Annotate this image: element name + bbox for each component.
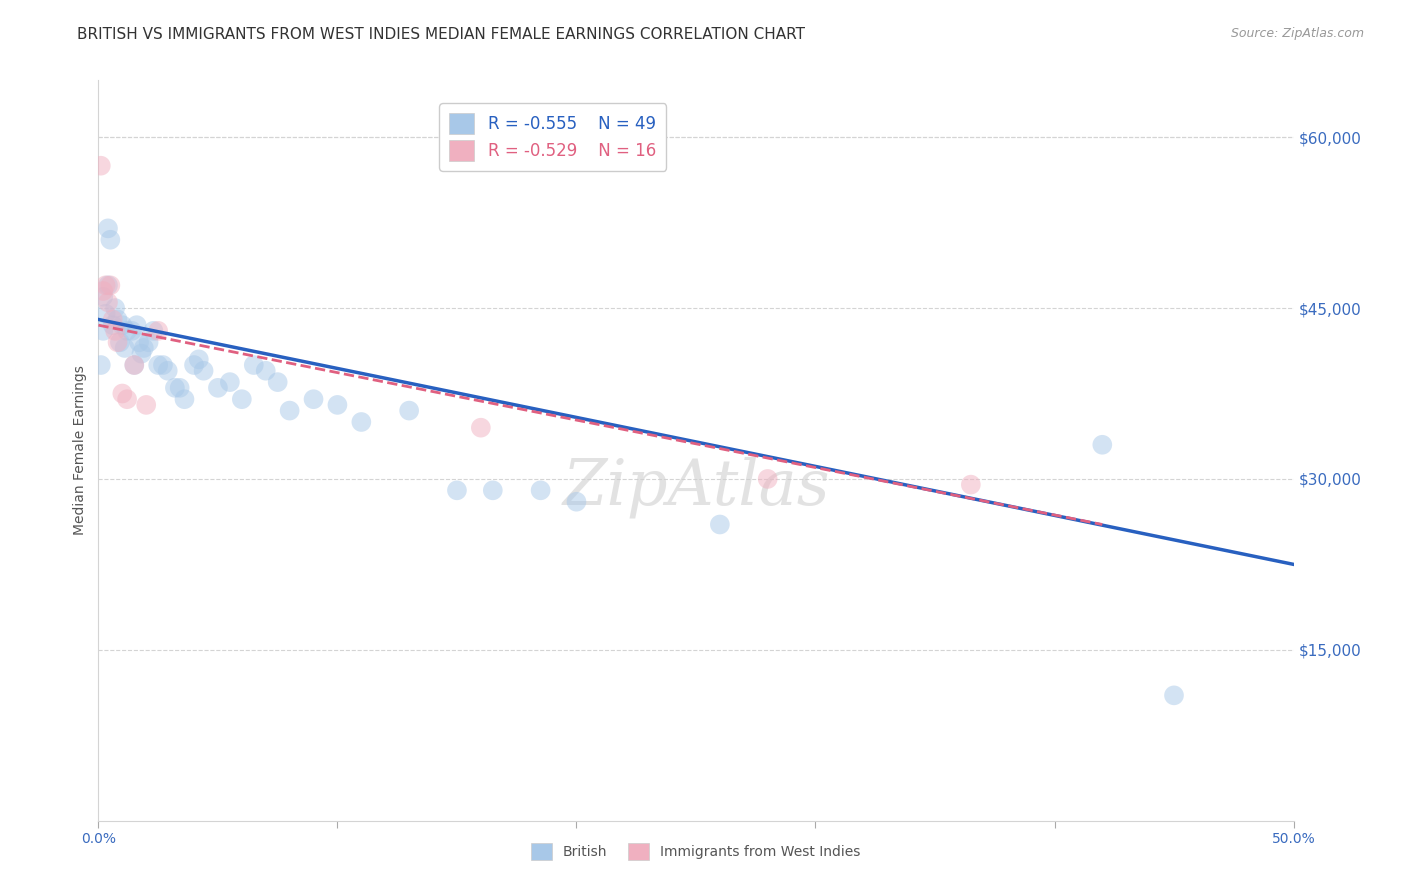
Point: [278, 403, 301, 417]
Point: [187, 352, 209, 367]
Point: [326, 398, 349, 412]
Point: [124, 358, 146, 372]
Point: [94, 307, 117, 321]
Point: [104, 324, 127, 338]
Point: [1163, 689, 1185, 703]
Point: [128, 335, 150, 350]
Text: BRITISH VS IMMIGRANTS FROM WEST INDIES MEDIAN FEMALE EARNINGS CORRELATION CHART: BRITISH VS IMMIGRANTS FROM WEST INDIES M…: [77, 27, 806, 42]
Point: [114, 341, 136, 355]
Point: [101, 318, 124, 333]
Point: [481, 483, 505, 498]
Point: [350, 415, 373, 429]
Point: [530, 483, 553, 498]
Point: [960, 477, 983, 491]
Point: [91, 284, 114, 298]
Point: [267, 375, 290, 389]
Point: [97, 278, 120, 293]
Point: [148, 324, 170, 338]
Point: [90, 358, 112, 372]
Point: [101, 312, 124, 326]
Point: [111, 318, 134, 333]
Point: [108, 335, 131, 350]
Point: [121, 324, 143, 338]
Point: [1091, 438, 1114, 452]
Point: [115, 392, 138, 407]
Point: [91, 290, 114, 304]
Point: [173, 392, 195, 407]
Point: [219, 375, 242, 389]
Text: ZipAtlas: ZipAtlas: [562, 457, 830, 518]
Point: [124, 358, 146, 372]
Point: [131, 346, 153, 360]
Point: [94, 278, 117, 293]
Point: [254, 364, 277, 378]
Point: [152, 358, 174, 372]
Point: [107, 335, 129, 350]
Point: [398, 403, 420, 417]
Point: [125, 318, 148, 333]
Legend: British, Immigrants from West Indies: British, Immigrants from West Indies: [526, 838, 866, 865]
Text: Source: ZipAtlas.com: Source: ZipAtlas.com: [1230, 27, 1364, 40]
Y-axis label: Median Female Earnings: Median Female Earnings: [73, 366, 87, 535]
Point: [91, 324, 114, 338]
Point: [193, 364, 215, 378]
Point: [107, 312, 129, 326]
Point: [148, 358, 170, 372]
Point: [135, 398, 157, 412]
Point: [142, 324, 165, 338]
Point: [98, 278, 122, 293]
Point: [446, 483, 468, 498]
Point: [138, 335, 160, 350]
Point: [169, 381, 191, 395]
Point: [709, 517, 731, 532]
Point: [243, 358, 266, 372]
Point: [98, 233, 122, 247]
Point: [470, 420, 492, 434]
Point: [231, 392, 253, 407]
Point: [163, 381, 186, 395]
Point: [111, 386, 134, 401]
Point: [565, 494, 588, 508]
Point: [183, 358, 205, 372]
Point: [132, 341, 155, 355]
Point: [756, 472, 779, 486]
Point: [104, 301, 127, 315]
Point: [97, 295, 120, 310]
Point: [156, 364, 179, 378]
Point: [207, 381, 229, 395]
Point: [115, 324, 138, 338]
Point: [97, 221, 120, 235]
Point: [90, 159, 112, 173]
Point: [302, 392, 325, 407]
